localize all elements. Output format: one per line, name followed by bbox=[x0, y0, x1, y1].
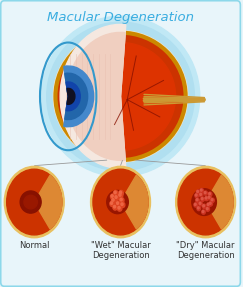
Circle shape bbox=[120, 197, 124, 203]
Circle shape bbox=[119, 194, 121, 196]
Circle shape bbox=[118, 193, 123, 198]
Circle shape bbox=[199, 202, 201, 204]
Text: "Dry" Macular
Degeneration: "Dry" Macular Degeneration bbox=[176, 241, 235, 260]
Circle shape bbox=[178, 169, 233, 235]
Circle shape bbox=[194, 203, 198, 207]
Circle shape bbox=[200, 189, 202, 191]
Circle shape bbox=[111, 198, 116, 203]
Circle shape bbox=[4, 166, 64, 238]
Wedge shape bbox=[67, 32, 125, 160]
Circle shape bbox=[196, 199, 198, 201]
Circle shape bbox=[117, 206, 122, 211]
Circle shape bbox=[211, 199, 213, 201]
Circle shape bbox=[93, 169, 148, 235]
Ellipse shape bbox=[24, 195, 37, 209]
Circle shape bbox=[196, 198, 199, 202]
FancyBboxPatch shape bbox=[1, 1, 240, 286]
Circle shape bbox=[204, 191, 208, 195]
Circle shape bbox=[113, 205, 116, 208]
Circle shape bbox=[114, 191, 116, 194]
Circle shape bbox=[205, 196, 208, 201]
Ellipse shape bbox=[55, 33, 186, 160]
Circle shape bbox=[110, 201, 114, 207]
Text: Normal: Normal bbox=[19, 241, 50, 250]
Circle shape bbox=[7, 169, 62, 235]
Wedge shape bbox=[206, 175, 233, 229]
Wedge shape bbox=[121, 175, 148, 229]
Circle shape bbox=[202, 210, 205, 214]
Circle shape bbox=[197, 191, 199, 193]
Text: "Wet" Macular
Degeneration: "Wet" Macular Degeneration bbox=[91, 241, 150, 260]
Circle shape bbox=[195, 194, 197, 196]
Circle shape bbox=[209, 193, 210, 195]
Wedge shape bbox=[67, 88, 75, 104]
Circle shape bbox=[203, 205, 205, 207]
Circle shape bbox=[176, 166, 235, 238]
Circle shape bbox=[111, 194, 115, 199]
Circle shape bbox=[196, 190, 200, 194]
Ellipse shape bbox=[20, 191, 41, 213]
Circle shape bbox=[202, 204, 206, 208]
Circle shape bbox=[208, 196, 211, 200]
Circle shape bbox=[118, 207, 120, 209]
Circle shape bbox=[202, 210, 204, 212]
Ellipse shape bbox=[41, 16, 200, 177]
Circle shape bbox=[201, 198, 203, 200]
Circle shape bbox=[209, 202, 212, 206]
Circle shape bbox=[121, 203, 123, 205]
Circle shape bbox=[199, 202, 202, 206]
Ellipse shape bbox=[192, 189, 217, 216]
Circle shape bbox=[111, 202, 113, 204]
Circle shape bbox=[91, 166, 150, 238]
Circle shape bbox=[195, 193, 199, 198]
Text: Macular Degeneration: Macular Degeneration bbox=[47, 11, 194, 24]
Circle shape bbox=[120, 191, 122, 194]
Circle shape bbox=[206, 207, 209, 211]
Wedge shape bbox=[66, 82, 80, 111]
Circle shape bbox=[207, 203, 210, 207]
Circle shape bbox=[204, 192, 206, 194]
Circle shape bbox=[197, 206, 200, 211]
Circle shape bbox=[208, 192, 212, 196]
Circle shape bbox=[119, 191, 123, 196]
Circle shape bbox=[111, 195, 113, 197]
Circle shape bbox=[113, 191, 118, 196]
Circle shape bbox=[201, 197, 204, 201]
Wedge shape bbox=[65, 73, 88, 120]
Circle shape bbox=[200, 189, 204, 193]
Circle shape bbox=[120, 198, 122, 201]
Ellipse shape bbox=[66, 42, 175, 150]
Circle shape bbox=[197, 207, 199, 209]
Circle shape bbox=[208, 196, 210, 198]
Circle shape bbox=[211, 198, 214, 202]
Circle shape bbox=[209, 202, 211, 204]
Wedge shape bbox=[60, 24, 126, 168]
Circle shape bbox=[116, 202, 119, 204]
Wedge shape bbox=[64, 66, 94, 127]
Circle shape bbox=[112, 199, 114, 201]
Circle shape bbox=[200, 193, 201, 195]
Circle shape bbox=[207, 203, 209, 205]
Circle shape bbox=[205, 197, 207, 199]
Circle shape bbox=[206, 208, 208, 210]
Ellipse shape bbox=[47, 22, 194, 170]
Ellipse shape bbox=[107, 191, 128, 214]
Wedge shape bbox=[34, 175, 62, 229]
Circle shape bbox=[115, 196, 117, 198]
Circle shape bbox=[114, 195, 119, 200]
Circle shape bbox=[116, 201, 120, 207]
Circle shape bbox=[120, 202, 125, 208]
Circle shape bbox=[113, 205, 117, 210]
Circle shape bbox=[199, 193, 203, 197]
Ellipse shape bbox=[53, 31, 188, 162]
Circle shape bbox=[194, 203, 196, 205]
